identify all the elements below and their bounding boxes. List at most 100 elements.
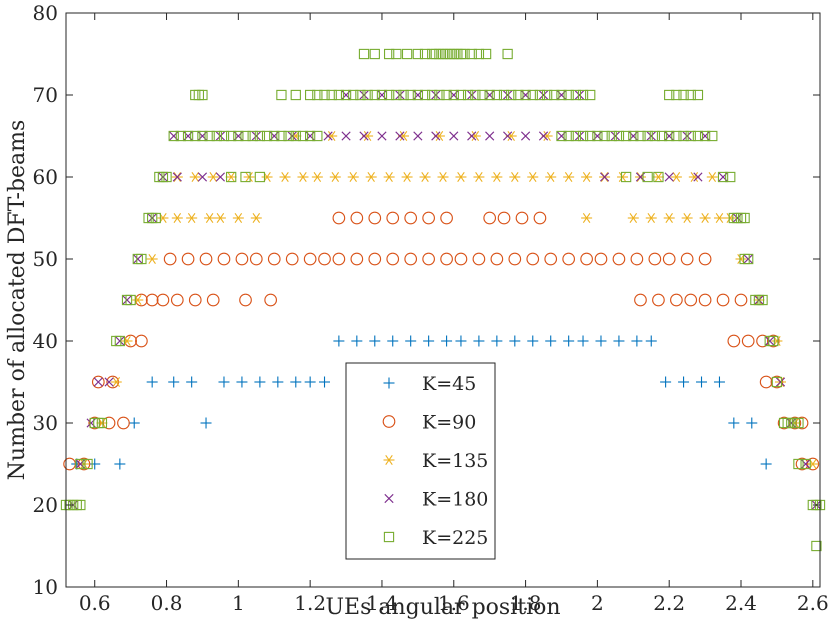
data-point [760,458,772,470]
data-point [545,335,557,347]
data-point [527,335,539,347]
data-point [319,89,330,101]
data-point [734,293,748,307]
data-point [473,172,485,182]
data-point [304,376,316,388]
data-point [577,130,589,142]
legend-marker [383,531,395,543]
series-k-135 [78,131,819,469]
data-point [634,293,647,307]
plot-area-frame [65,12,821,588]
x-tick-label: 2 [591,591,604,615]
data-point [653,171,664,183]
data-point [775,377,786,387]
data-point [793,458,804,470]
data-point [161,171,172,183]
data-point [311,172,323,182]
data-point [133,254,143,264]
x-tick-label: 1.2 [294,591,326,615]
data-point [739,212,750,224]
data-point [620,171,632,183]
data-point [181,252,195,266]
data-point [606,130,617,142]
y-tick-label: 60 [33,165,58,189]
data-point [520,131,531,141]
data-point [404,252,418,266]
data-point [670,293,683,307]
data-point [368,252,382,266]
data-point [664,172,674,182]
data-point [716,293,730,307]
data-point [217,252,231,266]
data-point [145,293,159,307]
y-tick-label: 10 [33,575,58,599]
data-point [419,48,431,60]
data-point [351,335,363,347]
data-point [662,252,676,266]
data-point [765,336,775,346]
data-point [285,252,299,266]
data-point [251,131,261,141]
data-point [146,376,158,388]
axis-ticks: 0.6 0.8 1 1.2 1.4 1.6 1.8 2 2.2 2.4 2.6 10 20 30 40 50 6… [33,1,829,615]
x-tick-label: 1.8 [510,591,542,615]
data-point [613,130,625,142]
data-point [215,131,225,141]
data-point [312,89,323,101]
legend-entry: K=180 [384,489,488,511]
data-point [648,252,662,266]
data-point [170,293,184,307]
data-point [401,172,413,182]
data-point [585,130,596,142]
data-point [369,48,380,60]
data-point [635,130,646,142]
data-point [685,130,696,142]
data-point [197,172,208,182]
data-point [630,252,644,266]
data-point [318,252,331,266]
data-point [592,130,603,142]
data-point [158,172,168,182]
data-point [599,172,610,182]
data-point [434,89,445,101]
x-tick-label: 0.6 [79,591,111,615]
data-point [599,130,610,142]
data-point [480,48,492,60]
data-point [563,89,574,101]
data-point [163,252,177,266]
data-point [422,252,435,266]
legend-marker [382,415,396,428]
data-point [249,252,263,266]
data-point [104,377,114,387]
data-point [405,89,416,101]
data-point [757,294,768,306]
data-point [490,252,504,266]
data-point [75,499,86,511]
data-point [800,458,811,470]
data-point [319,376,331,388]
data-point [431,90,441,100]
data-point [197,89,208,101]
data-point [768,335,779,347]
data-point [391,89,402,101]
data-point [682,131,692,141]
data-point [347,172,359,182]
data-point [189,172,201,182]
data-point [146,254,158,264]
data-point [369,89,380,101]
data-point [462,89,474,101]
data-point [254,130,266,142]
x-tick-label: 2.4 [725,591,757,615]
data-point [620,130,632,142]
data-point [269,130,280,142]
data-point [427,89,438,101]
data-point [395,131,405,141]
data-point [728,417,740,429]
series-k-225 [60,48,826,552]
data-point [312,130,323,142]
data-point [725,171,736,183]
data-point [508,252,522,266]
data-point [656,130,668,142]
data-point [746,417,758,429]
data-point [368,211,382,225]
